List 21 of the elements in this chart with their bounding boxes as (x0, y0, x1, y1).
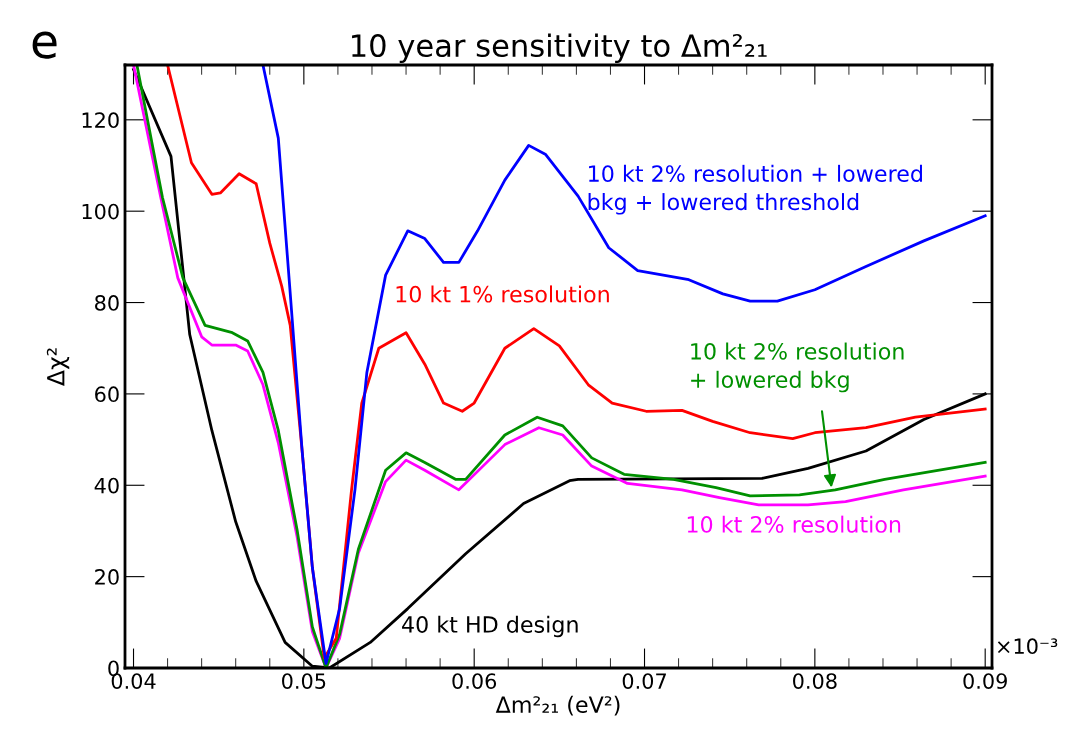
x-tick-label: 0.06 (452, 673, 497, 689)
y-tick-label: 80 (95, 295, 119, 311)
y-tick-label: 20 (95, 569, 119, 585)
x-tick-label: 0.05 (282, 673, 326, 689)
text: ×10⁻³ (997, 638, 1058, 655)
y-tick-label: 120 (82, 112, 119, 129)
y-tick-label: 100 (82, 203, 119, 220)
series-label: 10 kt 2% resolution (687, 515, 901, 533)
y-axis-title: Δχ² (46, 348, 70, 386)
y-tick-label: 60 (95, 386, 119, 403)
series-label: 40 kt HD design (402, 615, 578, 638)
series-label: 10 kt 2% resolution + lowered bkg + lowered threshold (588, 164, 922, 215)
y-tick-label: 40 (94, 477, 119, 494)
text: 10 kt 2% resolution + lowered bkg (691, 342, 904, 393)
chart-title: 10 year sensitivity to Δm²₂₁ (352, 33, 767, 64)
x-axis-title: Δm²₂₁ (eV²) (495, 695, 620, 716)
x-tick-label: 0.07 (622, 673, 666, 689)
x-tick-label: 0.08 (793, 673, 837, 689)
x-tick-label: 0.09 (963, 673, 1007, 689)
text: e (32, 31, 57, 59)
series-label: 10 kt 1% resolution (396, 285, 609, 303)
